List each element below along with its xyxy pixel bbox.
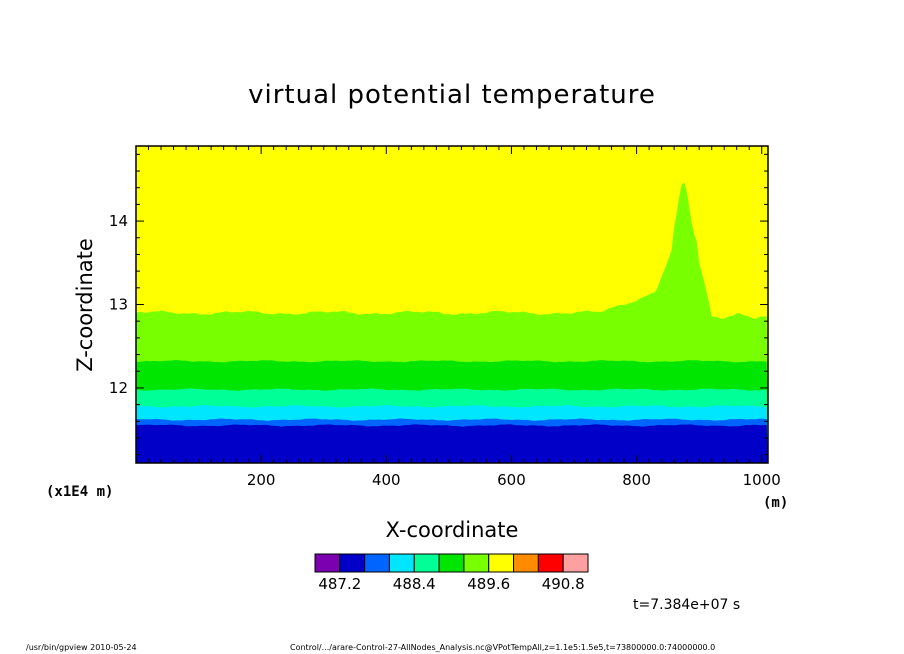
colorbar-swatch-0 xyxy=(314,553,341,573)
colorbar-swatch-4 xyxy=(413,553,440,573)
x-tick-label-1000: 1000 xyxy=(743,471,781,489)
x-axis-unit: (m) xyxy=(763,495,788,511)
footer-command: /usr/bin/gpview 2010-05-24 xyxy=(26,643,137,652)
colorbar-swatch-8 xyxy=(513,553,539,573)
x-axis-label: X-coordinate xyxy=(386,518,519,542)
chart-title: virtual potential temperature xyxy=(248,80,656,110)
colorbar-label-2: 489.6 xyxy=(467,575,510,593)
colorbar-label-0: 487.2 xyxy=(318,575,361,593)
x-tick-label-800: 800 xyxy=(622,471,651,489)
x-axis: 200 400 600 800 1000 xyxy=(148,146,781,489)
colorbar-swatch-5 xyxy=(438,553,465,573)
colorbar-swatch-3 xyxy=(388,553,415,573)
y-tick-label-13: 13 xyxy=(109,296,128,314)
y-tick-label-14: 14 xyxy=(109,212,128,230)
footer-source: Control/.../arare-Control-27-AllNodes_An… xyxy=(290,643,715,652)
y-tick-label-12: 12 xyxy=(109,379,128,397)
colorbar-swatch-2 xyxy=(364,553,390,573)
x-tick-label-600: 600 xyxy=(497,471,526,489)
x-tick-label-200: 200 xyxy=(247,471,276,489)
colorbar: 487.2 488.4 489.6 490.8 xyxy=(314,553,589,593)
colorbar-swatch-10 xyxy=(562,553,589,573)
time-annotation: t=7.384e+07 s xyxy=(633,597,740,613)
y-axis-unit: (x1E4 m) xyxy=(46,484,113,500)
colorbar-label-3: 490.8 xyxy=(542,575,585,593)
layer-0 xyxy=(136,424,768,463)
y-axis-label: Z-coordinate xyxy=(73,238,97,372)
plot-area xyxy=(136,146,768,463)
y-axis: 12 13 14 xyxy=(109,153,768,456)
x-tick-label-400: 400 xyxy=(372,471,401,489)
colorbar-swatch-1 xyxy=(339,553,366,573)
colorbar-swatch-7 xyxy=(488,553,515,573)
colorbar-swatch-6 xyxy=(463,553,490,573)
colorbar-swatch-9 xyxy=(537,553,564,573)
colorbar-label-1: 488.4 xyxy=(393,575,436,593)
